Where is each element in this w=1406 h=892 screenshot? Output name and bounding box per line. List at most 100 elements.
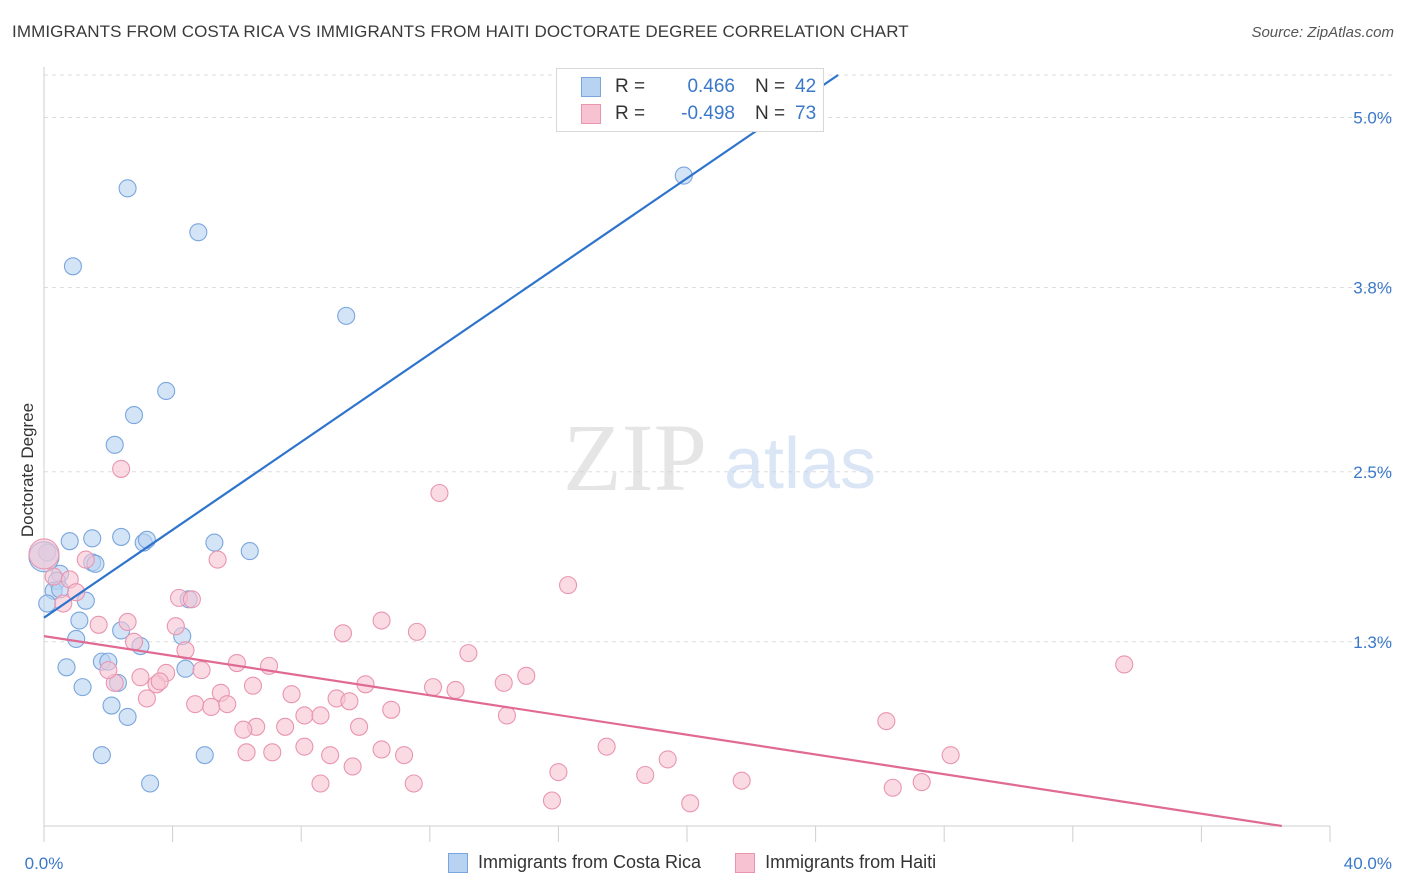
r-label: R = <box>615 103 646 124</box>
point-costa-rica <box>205 533 224 552</box>
point-haiti <box>192 661 211 680</box>
point-haiti <box>112 459 131 478</box>
n-label: N = <box>755 103 786 124</box>
point-haiti <box>558 576 578 595</box>
r-value: 0.466 <box>687 76 735 97</box>
point-haiti <box>333 624 353 643</box>
point-haiti <box>227 653 246 673</box>
point-haiti <box>430 483 449 503</box>
point-haiti <box>372 740 391 759</box>
point-costa-rica <box>118 179 137 198</box>
point-haiti <box>131 668 150 687</box>
point-costa-rica <box>157 381 176 401</box>
point-costa-rica <box>57 658 76 677</box>
point-haiti <box>89 615 108 634</box>
point-haiti <box>67 583 86 602</box>
point-haiti <box>311 774 330 793</box>
point-haiti <box>382 700 401 719</box>
y-tick-label: 2.5% <box>1353 463 1392 482</box>
point-costa-rica <box>83 529 102 548</box>
stats-row-haiti: R = -0.498 N = 73 <box>581 100 816 128</box>
series-legend: Immigrants from Costa Rica Immigrants fr… <box>448 852 960 873</box>
source-credit: Source: ZipAtlas.com <box>1251 24 1394 41</box>
point-costa-rica <box>38 594 57 613</box>
point-haiti <box>202 697 221 717</box>
point-haiti <box>263 743 282 762</box>
point-haiti <box>1115 655 1134 674</box>
axes <box>43 67 1331 842</box>
point-haiti <box>395 746 414 765</box>
legend-label: Immigrants from Costa Rica <box>478 852 702 872</box>
trend-line-costa-rica <box>43 74 839 619</box>
legend-label: Immigrants from Haiti <box>765 852 937 872</box>
legend-swatch-blue <box>448 852 468 873</box>
point-haiti <box>423 678 443 697</box>
point-haiti <box>321 746 340 765</box>
point-haiti <box>282 685 301 704</box>
point-costa-rica <box>137 530 156 549</box>
stats-row-costa-rica: R = 0.466 N = 42 <box>581 73 816 101</box>
point-haiti <box>340 692 359 711</box>
r-value: -0.498 <box>681 103 735 124</box>
point-haiti <box>497 706 517 725</box>
point-haiti <box>76 550 95 569</box>
point-costa-rica <box>118 707 137 726</box>
point-haiti <box>237 743 256 762</box>
point-costa-rica <box>189 223 208 242</box>
point-haiti <box>372 611 391 630</box>
point-haiti <box>295 706 314 725</box>
y-tick-label: 1.3% <box>1353 633 1392 652</box>
n-value: 42 <box>795 76 817 97</box>
point-haiti <box>124 632 144 651</box>
point-haiti <box>517 666 536 685</box>
point-haiti <box>658 750 677 769</box>
point-haiti <box>636 765 655 785</box>
point-haiti <box>343 757 362 776</box>
y-tick-label: 3.8% <box>1353 279 1392 298</box>
x-tick-label: 40.0% <box>1344 854 1392 873</box>
stats-legend: R = 0.466 N = 42 R = -0.498 N = 73 <box>556 68 824 132</box>
point-haiti <box>182 590 201 609</box>
point-haiti <box>208 550 227 569</box>
y-tick-label: 5.0% <box>1353 109 1392 128</box>
chart-title: IMMIGRANTS FROM COSTA RICA VS IMMIGRANTS… <box>12 22 909 41</box>
point-haiti <box>234 720 253 739</box>
legend-swatch-pink <box>735 852 756 873</box>
point-haiti <box>44 567 63 586</box>
point-costa-rica <box>67 629 86 649</box>
x-tick-label: 0.0% <box>25 854 64 873</box>
r-label: R = <box>615 76 646 97</box>
watermark-atlas: atlas <box>724 424 876 504</box>
data-points <box>28 166 1134 813</box>
point-costa-rica <box>195 746 214 765</box>
point-haiti <box>446 680 465 700</box>
point-haiti <box>243 676 263 695</box>
point-haiti <box>99 661 118 680</box>
point-haiti <box>549 763 568 782</box>
point-costa-rica <box>337 306 356 325</box>
point-haiti <box>186 695 205 714</box>
point-costa-rica <box>141 774 160 793</box>
point-haiti <box>941 746 960 765</box>
legend-item-haiti[interactable]: Immigrants from Haiti <box>735 852 936 873</box>
point-costa-rica <box>92 746 111 765</box>
point-haiti <box>150 672 169 691</box>
point-costa-rica <box>124 406 144 425</box>
point-haiti <box>350 717 369 736</box>
point-costa-rica <box>73 678 92 697</box>
point-haiti <box>404 774 423 793</box>
point-haiti <box>883 778 902 797</box>
point-costa-rica <box>63 257 82 276</box>
point-haiti <box>28 538 60 570</box>
point-haiti <box>542 791 562 810</box>
point-haiti <box>732 771 751 790</box>
point-haiti <box>681 794 700 813</box>
legend-swatch-blue <box>581 77 601 97</box>
n-label: N = <box>755 76 786 97</box>
legend-item-costa-rica[interactable]: Immigrants from Costa Rica <box>448 852 701 873</box>
point-haiti <box>118 612 137 632</box>
point-haiti <box>459 644 478 663</box>
point-haiti <box>137 689 156 708</box>
point-haiti <box>407 622 426 641</box>
